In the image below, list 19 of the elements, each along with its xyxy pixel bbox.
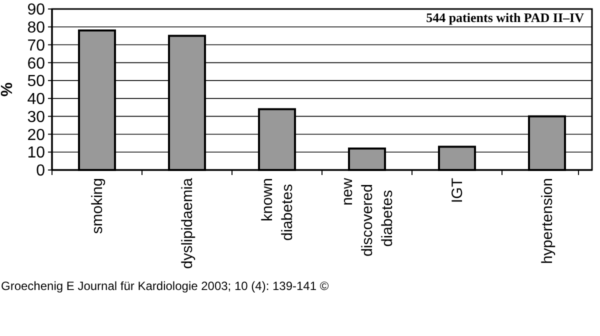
- y-tick-label: 40: [27, 91, 46, 108]
- text: Groechenig E Journal für Kardiologie 2003; 10 (4): 139-141 ©: [1, 279, 329, 293]
- y-tick-label: 10: [27, 144, 46, 162]
- y-tick-label: 0: [36, 162, 46, 180]
- y-axis-title: %: [0, 82, 16, 97]
- x-tick-label: hypertension: [539, 178, 556, 264]
- x-tick-label: IGT: [449, 178, 466, 203]
- x-tick-label: smoking: [89, 178, 106, 234]
- x-tick-label: dyslipidaemia: [179, 177, 196, 269]
- y-tick-label: 60: [27, 55, 46, 72]
- y-tick-label: 70: [27, 37, 46, 54]
- y-tick-label: 80: [27, 19, 46, 36]
- y-tick-label: 90: [27, 2, 46, 19]
- x-tick-label: known diabetes: [259, 178, 296, 241]
- y-tick-label: 50: [27, 73, 46, 90]
- x-tick-label: new discovered diabetes: [339, 178, 396, 257]
- chart-title: 544 patients with PAD II–IV: [426, 10, 585, 25]
- y-tick-label: 30: [27, 108, 46, 126]
- y-tick-label: 20: [27, 126, 46, 144]
